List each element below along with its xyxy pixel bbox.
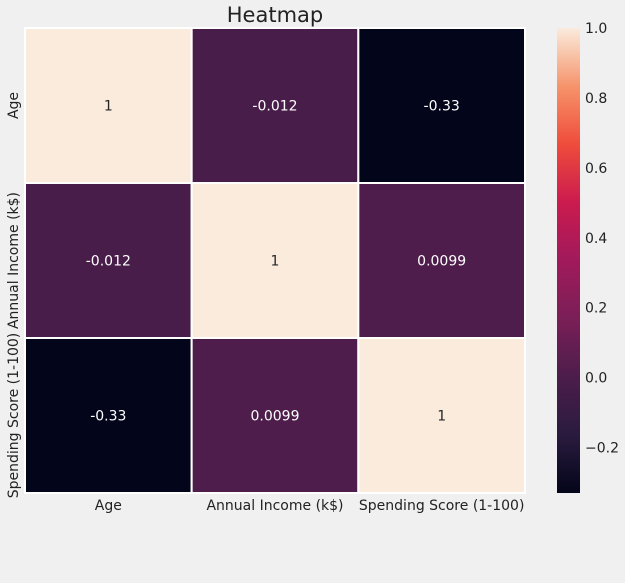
heatmap-cell <box>190 337 360 494</box>
x-tick-label: Annual Income (k$) <box>206 498 343 514</box>
cell-value-label: -0.012 <box>252 99 297 115</box>
cell-value-label: 0.0099 <box>417 254 466 270</box>
heatmap-cell <box>190 27 360 184</box>
heatmap-cell <box>357 182 527 339</box>
cell-value-label: 1 <box>271 254 280 270</box>
colorbar-tick-label: 0.6 <box>585 161 607 177</box>
x-tick-label: Spending Score (1-100) <box>359 498 525 514</box>
y-tick-labels: Age Annual Income (k$) Spending Score (1-1… <box>6 92 22 498</box>
colorbar-tick-label: 0.4 <box>585 231 607 247</box>
colorbar-tick-label: 1.0 <box>585 21 607 37</box>
y-tick-label: Spending Score (1-100) <box>6 333 22 499</box>
cell-value-label: -0.33 <box>90 409 126 425</box>
heatmap-cell <box>24 27 193 184</box>
colorbar: −0.2 0.0 0.2 0.4 0.6 0.8 1.0 <box>557 21 619 493</box>
x-tick-labels: Age Annual Income (k$) Spending Score (1-1… <box>95 498 525 514</box>
cell-value-label: -0.33 <box>424 99 460 115</box>
x-tick-label: Age <box>95 498 122 514</box>
y-tick-label: Age <box>6 92 22 119</box>
colorbar-tick-label: 0.0 <box>585 371 607 387</box>
cell-value-label: -0.012 <box>86 254 131 270</box>
heatmap-cell <box>190 182 360 339</box>
colorbar-tick-label: −0.2 <box>585 441 619 457</box>
y-tick-label: Annual Income (k$) <box>6 192 22 329</box>
chart-title: Heatmap <box>227 3 323 27</box>
cell-value-label: 1 <box>104 99 113 115</box>
colorbar-tick-label: 0.8 <box>585 91 607 107</box>
heatmap-cells: 1 -0.012 -0.33 -0.012 1 0.0099 -0.33 0.0099 1 <box>24 27 527 494</box>
cell-value-label: 1 <box>437 409 446 425</box>
colorbar-gradient <box>557 28 580 493</box>
heatmap-cell <box>357 27 527 184</box>
heatmap-cell <box>24 337 193 494</box>
colorbar-ticks: −0.2 0.0 0.2 0.4 0.6 0.8 1.0 <box>585 21 619 457</box>
colorbar-tick-label: 0.2 <box>585 301 607 317</box>
heatmap-cell <box>357 337 527 494</box>
heatmap-cell <box>24 182 193 339</box>
cell-value-label: 0.0099 <box>251 409 300 425</box>
